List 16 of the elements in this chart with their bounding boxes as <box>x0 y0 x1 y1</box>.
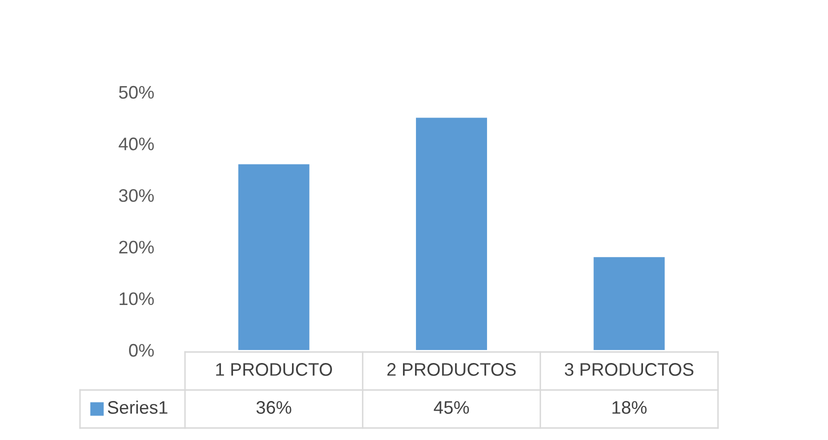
y-tick-label: 10% <box>120 292 154 306</box>
y-tick-label: 30% <box>118 189 154 202</box>
x-tick-label: 1 PRODUCTO <box>216 363 332 376</box>
data-label: 36% <box>256 401 292 414</box>
y-tick-label: 50% <box>119 86 154 99</box>
legend-label: Series1 <box>108 400 168 414</box>
x-tick-label: 2 PRODUCTOS <box>387 363 516 376</box>
bar <box>594 257 665 350</box>
data-label: 18% <box>612 401 647 414</box>
data-label: 45% <box>434 401 469 414</box>
y-tick-label: 0% <box>129 344 154 357</box>
x-tick-label: 3 PRODUCTOS <box>564 363 694 376</box>
y-tick-label: 40% <box>118 138 154 150</box>
y-tick-label: 20% <box>119 240 154 254</box>
bar <box>416 118 488 350</box>
bar <box>238 164 310 350</box>
